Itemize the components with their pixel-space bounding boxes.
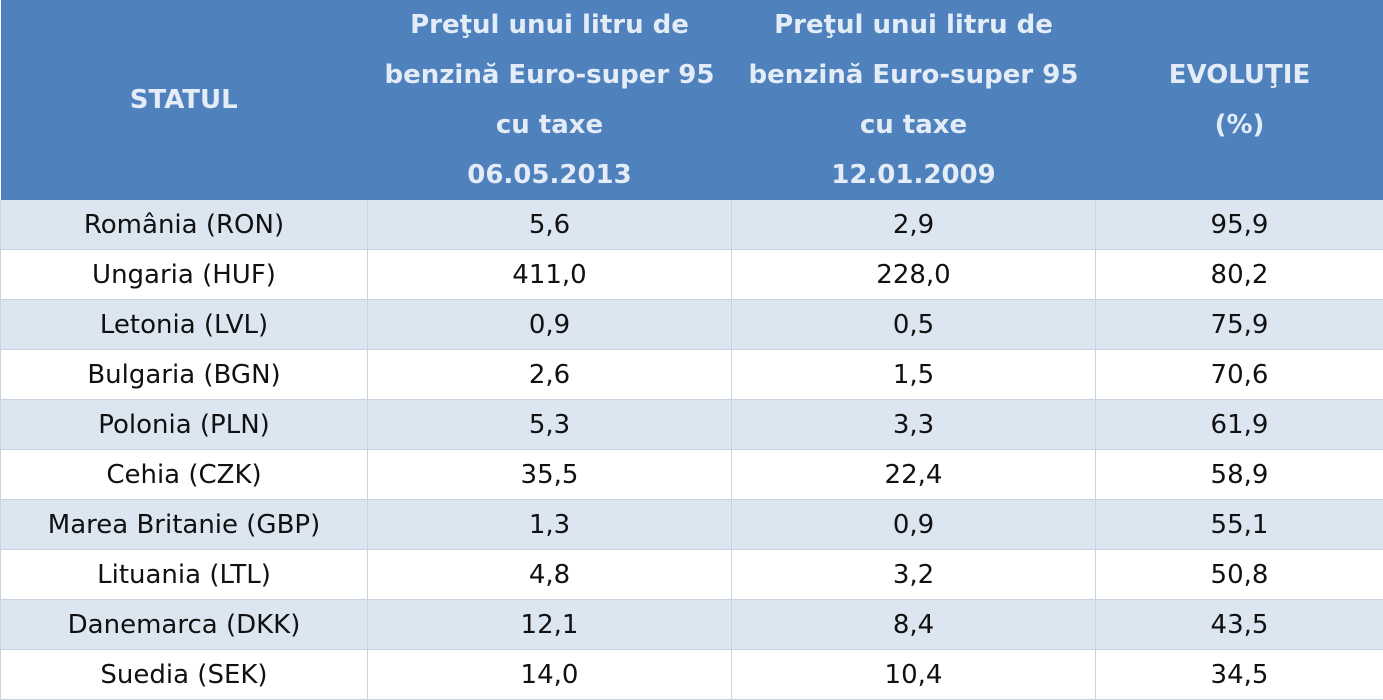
value-cell: 55,1 [1095,499,1383,550]
country-cell: Danemarca (DKK) [0,599,368,650]
header-line: EVOLUŢIE [1168,60,1311,90]
header-line: STATUL [129,85,238,115]
value-cell: 4,8 [367,549,732,600]
country-cell: Letonia (LVL) [0,299,368,350]
header-line: 06.05.2013 [467,160,632,190]
value-cell: 43,5 [1095,599,1383,650]
header-line: 12.01.2009 [831,160,996,190]
value-cell: 0,5 [731,299,1096,350]
header-cell: STATUL [0,0,368,200]
header-line: Preţul unui litru de [774,10,1053,40]
country-cell: Polonia (PLN) [0,399,368,450]
table-row: România (RON) 5,6 2,9 95,9 [0,200,1383,250]
country-cell: Marea Britanie (GBP) [0,499,368,550]
value-cell: 1,5 [731,349,1096,400]
value-cell: 8,4 [731,599,1096,650]
table-body: România (RON) 5,6 2,9 95,9 Ungaria (HUF) 411,… [0,200,1383,700]
header-line: benzină Euro-super 95 [748,60,1079,90]
value-cell: 228,0 [731,249,1096,300]
value-cell: 2,9 [731,200,1096,250]
header-line: (%) [1214,110,1265,140]
value-cell: 2,6 [367,349,732,400]
value-cell: 80,2 [1095,249,1383,300]
value-cell: 61,9 [1095,399,1383,450]
country-cell: Lituania (LTL) [0,549,368,600]
value-cell: 58,9 [1095,449,1383,500]
value-cell: 35,5 [367,449,732,500]
value-cell: 0,9 [367,299,732,350]
table-row: Marea Britanie (GBP) 1,3 0,9 55,1 [0,499,1383,550]
value-cell: 0,9 [731,499,1096,550]
table-row: Suedia (SEK) 14,0 10,4 34,5 [0,649,1383,700]
header-cell: Preţul unui litru de benzină Euro-super 9… [731,0,1096,200]
value-cell: 411,0 [367,249,732,300]
header-cell: Preţul unui litru de benzină Euro-super 9… [367,0,732,200]
table-row: Letonia (LVL) 0,9 0,5 75,9 [0,299,1383,350]
header-cell: EVOLUŢIE (%) [1095,0,1383,200]
value-cell: 5,3 [367,399,732,450]
value-cell: 5,6 [367,200,732,250]
header-line: cu taxe [859,110,968,140]
value-cell: 50,8 [1095,549,1383,600]
header-row: STATUL Preţul unui litru de benzină Euro-s… [0,0,1383,200]
value-cell: 3,2 [731,549,1096,600]
table-row: Danemarca (DKK) 12,1 8,4 43,5 [0,599,1383,650]
value-cell: 34,5 [1095,649,1383,700]
table-row: Lituania (LTL) 4,8 3,2 50,8 [0,549,1383,600]
value-cell: 3,3 [731,399,1096,450]
value-cell: 1,3 [367,499,732,550]
header-line: benzină Euro-super 95 [384,60,715,90]
table-row: Bulgaria (BGN) 2,6 1,5 70,6 [0,349,1383,400]
country-cell: Bulgaria (BGN) [0,349,368,400]
value-cell: 70,6 [1095,349,1383,400]
value-cell: 10,4 [731,649,1096,700]
table-row: Cehia (CZK) 35,5 22,4 58,9 [0,449,1383,500]
header-line: cu taxe [495,110,604,140]
value-cell: 95,9 [1095,200,1383,250]
country-cell: Ungaria (HUF) [0,249,368,300]
table-row: Polonia (PLN) 5,3 3,3 61,9 [0,399,1383,450]
value-cell: 12,1 [367,599,732,650]
value-cell: 22,4 [731,449,1096,500]
country-cell: Suedia (SEK) [0,649,368,700]
country-cell: Cehia (CZK) [0,449,368,500]
table-row: Ungaria (HUF) 411,0 228,0 80,2 [0,249,1383,300]
value-cell: 14,0 [367,649,732,700]
value-cell: 75,9 [1095,299,1383,350]
country-cell: România (RON) [0,200,368,250]
header-line: Preţul unui litru de [410,10,689,40]
